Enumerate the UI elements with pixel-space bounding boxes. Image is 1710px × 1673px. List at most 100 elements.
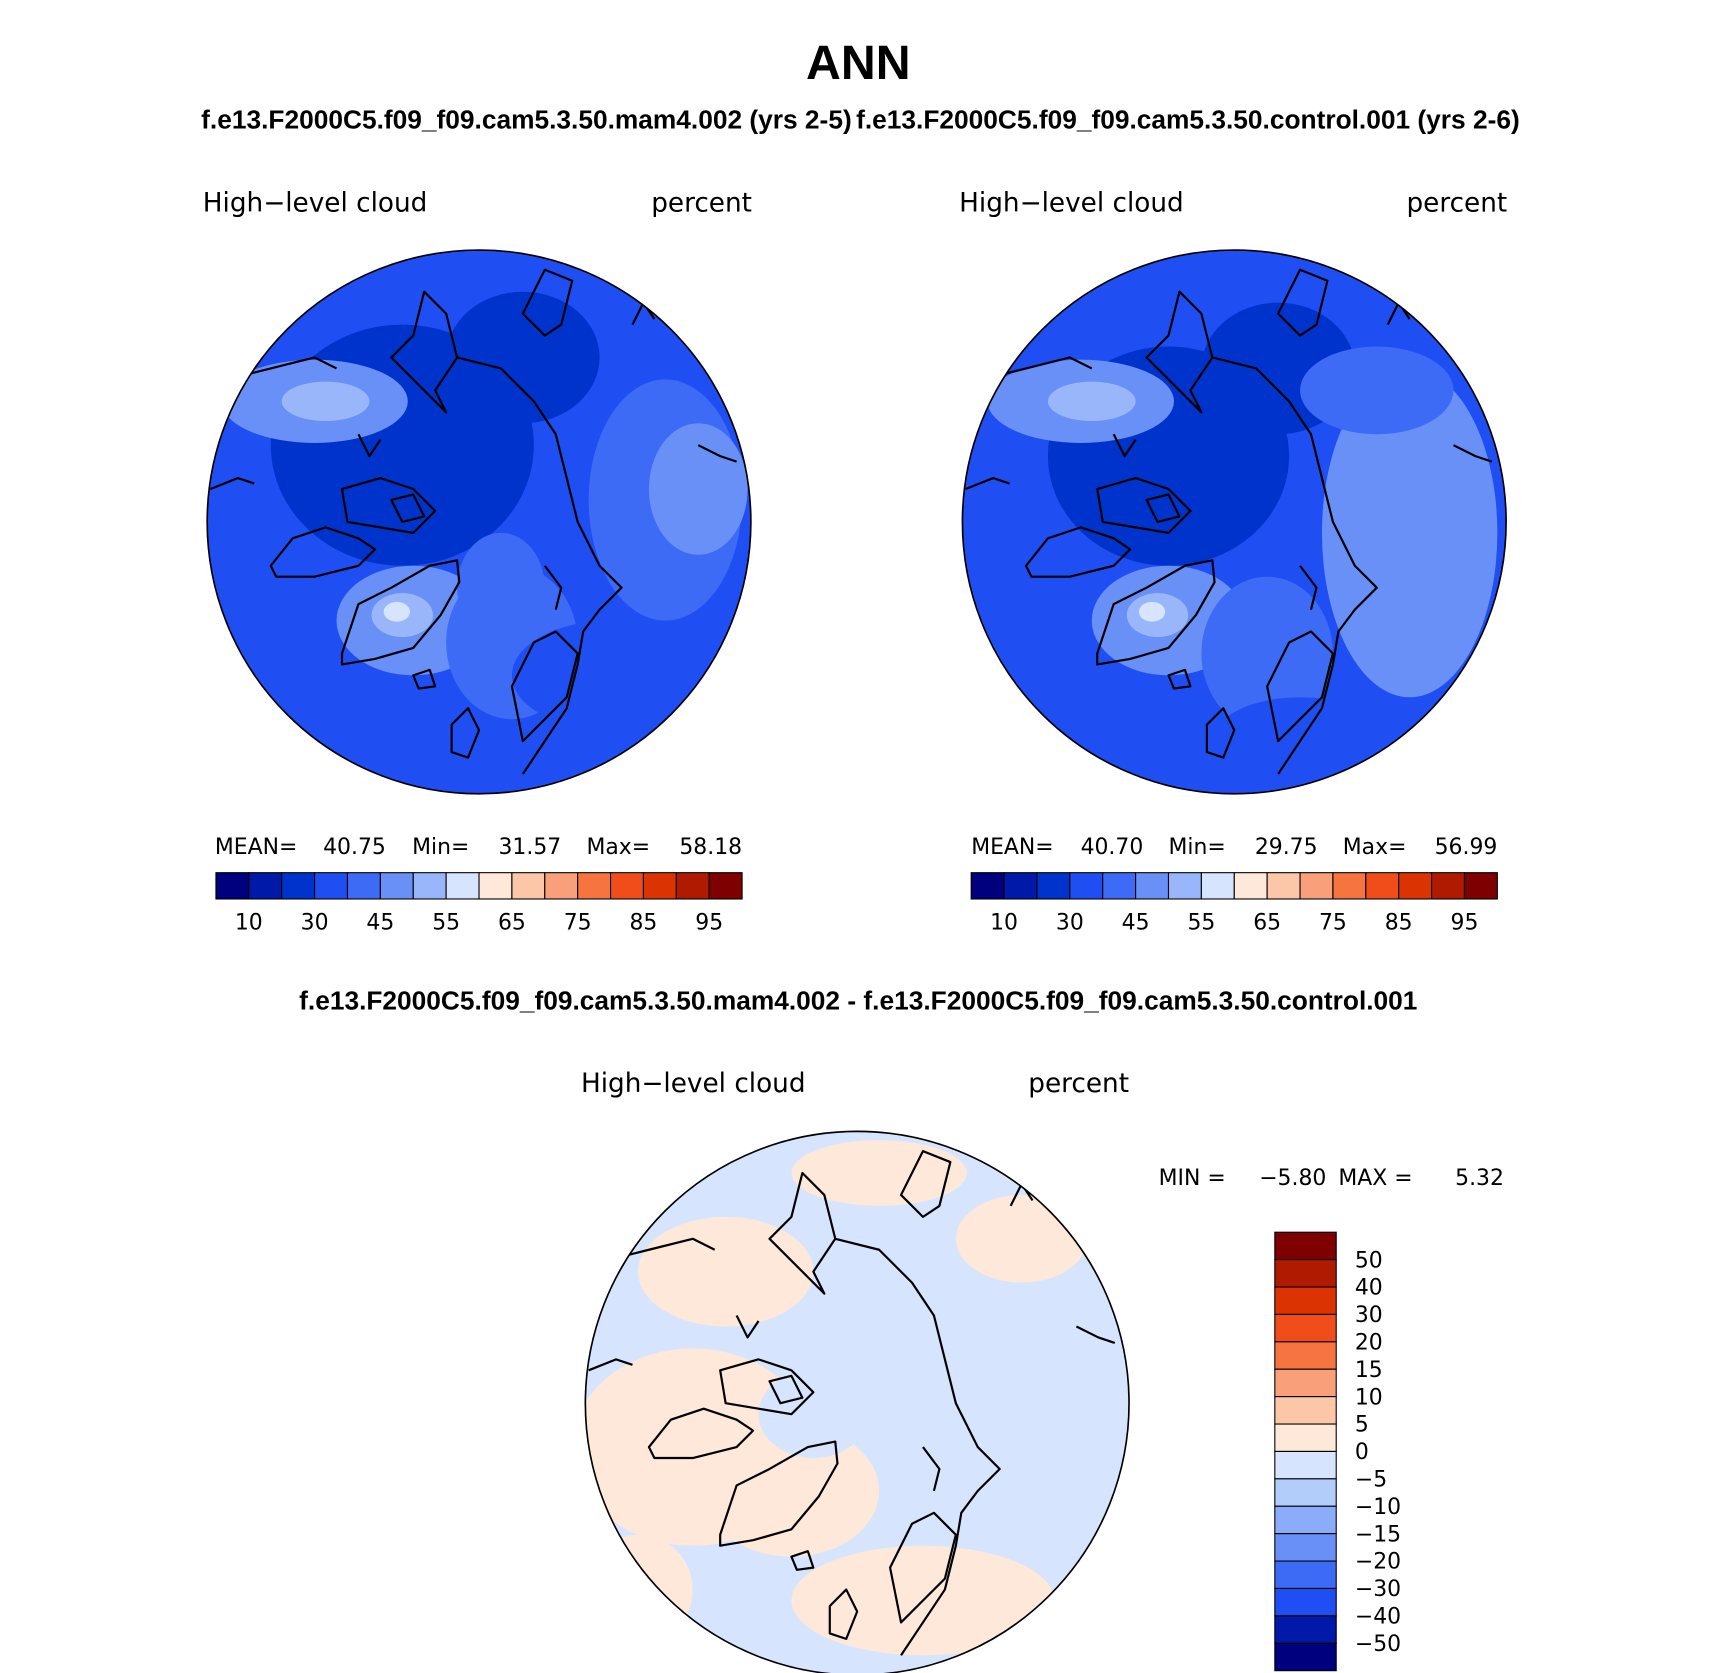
- stat-label: Max=: [586, 835, 650, 860]
- coastline: [340, 476, 437, 534]
- coastline: [521, 268, 574, 337]
- colorbar: 10 30 45 55 65 75 85 95: [970, 872, 1498, 936]
- colorbar-label: 40: [1355, 1276, 1383, 1301]
- field-title: High−level cloud: [581, 1069, 806, 1099]
- field-region: [226, 543, 315, 632]
- colorbar-label: 75: [564, 911, 592, 936]
- map-border: [961, 249, 1507, 795]
- field-region: [1138, 601, 1166, 622]
- colorbar-label: 10: [1355, 1385, 1383, 1410]
- stat-label: MIN =: [1159, 1166, 1226, 1191]
- field-region: [758, 1370, 869, 1459]
- colorbar-box: [1274, 1259, 1337, 1288]
- coastline: [588, 1358, 633, 1372]
- coastline: [828, 1588, 859, 1640]
- colorbar-box: [1274, 1642, 1337, 1672]
- coastline: [1212, 356, 1378, 775]
- colorbar-box: [215, 872, 250, 900]
- colorbar-box: [1274, 1286, 1337, 1315]
- coastline: [543, 565, 563, 610]
- field-region: [1047, 381, 1136, 422]
- coastline: [1096, 559, 1216, 666]
- field-region: [637, 1216, 814, 1327]
- case-title: f.e13.F2000C5.f09_f09.cam5.3.50.mam4.002…: [201, 104, 852, 134]
- colorbar-label: 85: [1385, 911, 1413, 936]
- coastline: [1145, 290, 1214, 414]
- colorbar-box: [1365, 872, 1400, 900]
- coastline: [899, 1150, 952, 1218]
- colorbar-box: [1200, 872, 1235, 900]
- coastline: [357, 433, 382, 458]
- colorbar-box: [544, 872, 579, 900]
- colorbar-box: [610, 872, 644, 900]
- colorbar-box: [1274, 1313, 1337, 1343]
- coastline: [210, 476, 255, 491]
- field-title: High−level cloud: [959, 189, 1184, 219]
- field-region: [511, 620, 710, 731]
- colorbar-box: [1069, 872, 1104, 900]
- colorbar-label: 5: [1355, 1413, 1369, 1438]
- stat-value: 29.75: [1255, 835, 1318, 860]
- coastline: [1024, 526, 1132, 578]
- field-region: [1300, 346, 1454, 435]
- colorbar-box: [248, 872, 283, 900]
- colorbar-label: −40: [1355, 1605, 1401, 1630]
- units-label: percent: [651, 189, 752, 219]
- field-region: [791, 1140, 967, 1206]
- colorbar-label: −5: [1355, 1468, 1387, 1493]
- field-region: [999, 1315, 1130, 1448]
- field-region: [383, 601, 410, 622]
- stat-value: 5.32: [1455, 1166, 1504, 1191]
- field-region: [982, 543, 1070, 632]
- colorbar-box: [511, 872, 546, 900]
- coastline: [1145, 493, 1181, 524]
- colorbar-box: [1332, 872, 1367, 900]
- coastline: [1075, 1325, 1116, 1344]
- difference-title: f.e13.F2000C5.f09_f09.cam5.3.50.mam4.002…: [299, 986, 1417, 1016]
- stat-label: MAX =: [1338, 1166, 1412, 1191]
- stat-value: 31.57: [499, 835, 562, 860]
- colorbar-box: [379, 872, 414, 900]
- colorbar-box: [445, 872, 480, 900]
- colorbar-box: [1463, 872, 1498, 900]
- field-region: [585, 1534, 693, 1645]
- colorbar-box: [1266, 872, 1301, 900]
- colorbar-box: [708, 872, 743, 900]
- colorbar-box: [314, 872, 349, 900]
- colorbar-box: [1274, 1560, 1337, 1590]
- colorbar-label: 10: [235, 911, 263, 936]
- coastline: [1277, 268, 1329, 337]
- colorbar-box: [346, 872, 381, 900]
- colorbar-label: 30: [1056, 911, 1084, 936]
- coastline: [768, 1171, 837, 1295]
- colorbar-box: [970, 872, 1005, 900]
- colorbar-box: [1274, 1231, 1337, 1261]
- colorbar-box: [1135, 872, 1170, 900]
- field-region: [457, 532, 545, 643]
- coastline: [835, 1237, 1001, 1656]
- stat-value: 40.75: [323, 835, 386, 860]
- colorbar-box: [1102, 872, 1137, 900]
- colorbar-label: 30: [1355, 1303, 1383, 1328]
- coastline: [510, 630, 579, 743]
- colorbar-box: [1299, 872, 1334, 900]
- colorbar-box: [577, 872, 612, 900]
- colorbar-label: −30: [1355, 1577, 1401, 1602]
- colorbar-box: [1233, 872, 1268, 900]
- coastline: [697, 444, 737, 463]
- colorbar: 10 30 45 55 65 75 85 95: [215, 872, 743, 936]
- stat-label: Min=: [1169, 835, 1226, 860]
- coastline: [719, 1358, 815, 1416]
- field-region: [1321, 368, 1498, 698]
- units-label: percent: [1406, 189, 1507, 219]
- colorbar-label: 15: [1355, 1358, 1383, 1383]
- colorbar-box: [1274, 1450, 1337, 1480]
- colorbar-label: 95: [1451, 911, 1479, 936]
- colorbar-label: 20: [1355, 1331, 1383, 1356]
- colorbar-label: −10: [1355, 1495, 1401, 1520]
- colorbar-box: [412, 872, 447, 900]
- colorbar-box: [1274, 1396, 1337, 1425]
- coastline: [768, 1374, 804, 1405]
